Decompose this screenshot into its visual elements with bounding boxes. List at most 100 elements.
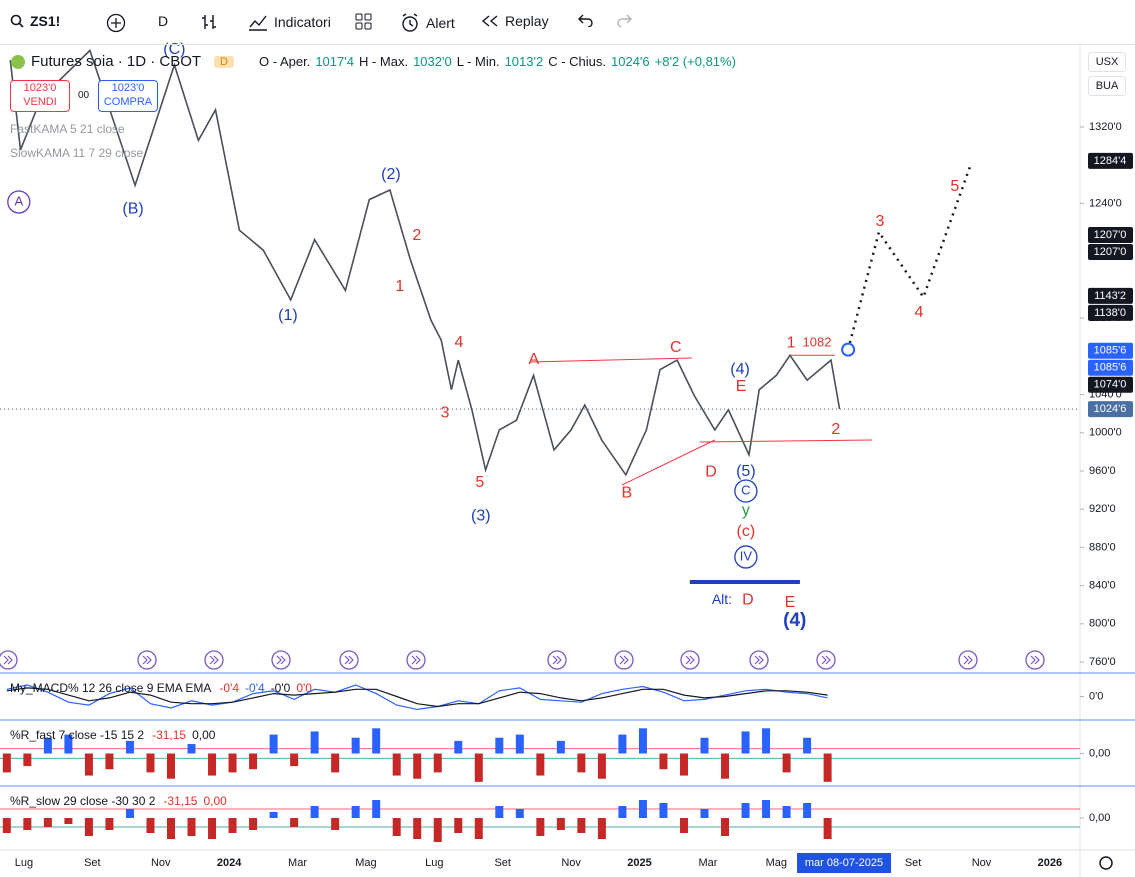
price-axis-bg: [1080, 45, 1135, 850]
price-badge-label: 1207'0: [1094, 229, 1127, 241]
histogram-bar: [166, 753, 175, 779]
histogram-bar: [721, 753, 730, 779]
x-tick-label: Nov: [972, 857, 992, 869]
indicator-readout: -31,15: [152, 728, 186, 742]
indicator-readout: -0'4: [245, 681, 265, 695]
alert-button[interactable]: Alert: [400, 13, 455, 33]
y-tick-label: 960'0: [1089, 465, 1116, 477]
histogram-bar: [803, 737, 812, 754]
undo[interactable]: [578, 13, 594, 27]
histogram-bar: [290, 818, 299, 827]
y-tick-label: 0,00: [1089, 812, 1110, 824]
price-badge: [1088, 401, 1133, 418]
histogram-bar: [146, 753, 155, 773]
price-badge-label: 1085'6: [1094, 362, 1127, 374]
price-badge: [1088, 226, 1133, 243]
buy-button[interactable]: 1023'0 COMPRA: [98, 80, 158, 112]
wave-label: 1: [395, 278, 404, 295]
indicator-readout: 0,00: [192, 728, 216, 742]
sell-price: 1023'0: [23, 82, 57, 94]
wave-label: (3): [471, 507, 491, 524]
price-badge: [1088, 243, 1133, 260]
histogram-bar: [762, 728, 771, 754]
histogram-bar: [146, 818, 155, 833]
symbol: ZS1!: [30, 13, 61, 29]
add-symbol[interactable]: [106, 13, 126, 33]
buy-label: COMPRA: [103, 96, 153, 108]
histogram-bar: [413, 753, 422, 779]
histogram-bar: [228, 818, 237, 833]
toolbar: ZS1! D Indicatori Alert Replay: [0, 0, 1135, 45]
unit[interactable]: BUA: [1088, 76, 1126, 96]
histogram-bar: [823, 818, 832, 839]
redo[interactable]: [616, 13, 632, 27]
interval[interactable]: D: [158, 13, 169, 29]
wave-label: B: [622, 484, 633, 501]
histogram-bar: [372, 800, 381, 818]
histogram-bar: [454, 818, 463, 833]
wave-label: (1): [278, 307, 298, 324]
plus-icon: [106, 13, 126, 33]
histogram-bar: [125, 809, 134, 818]
sell-button[interactable]: 1023'0 VENDI: [10, 80, 70, 112]
price-badge: [1088, 376, 1133, 393]
histogram-bar: [577, 753, 586, 773]
y-tick-label: 800'0: [1089, 618, 1116, 630]
price-badge: [1088, 342, 1133, 359]
histogram-bar: [577, 818, 586, 833]
histogram-bar: [556, 818, 565, 830]
histogram-bar: [249, 818, 258, 830]
replay-button[interactable]: Replay: [481, 13, 549, 29]
wave-label: (C): [163, 41, 185, 58]
histogram-bar: [351, 806, 360, 818]
replay-label: Replay: [505, 13, 549, 29]
histogram-bar: [166, 818, 175, 839]
wave-label: C: [670, 339, 682, 356]
histogram-bar: [269, 812, 278, 818]
drawing-line: [700, 439, 873, 443]
histogram-bar: [290, 753, 299, 767]
histogram-bar: [249, 753, 258, 770]
histogram-bar: [782, 753, 791, 773]
bars-icon: [202, 15, 216, 29]
histogram-bar: [125, 740, 134, 754]
histogram-bar: [638, 800, 647, 818]
event-icon-arrow: [619, 655, 629, 665]
histogram-bar: [64, 734, 73, 754]
wave-label: 4: [914, 304, 923, 321]
x-tick-label: Set: [84, 857, 101, 869]
cursor-date-badge: [797, 853, 892, 873]
wave-label: 3: [440, 404, 449, 421]
x-tick-label: Mar: [698, 857, 717, 869]
histogram-bar: [700, 809, 709, 818]
y-tick-label: 760'0: [1089, 656, 1116, 668]
histogram-bar: [433, 818, 442, 842]
x-tick-label: Lug: [425, 857, 443, 869]
wave-label: 1: [787, 335, 796, 352]
sell-label: VENDI: [23, 96, 57, 108]
wave-label: A: [529, 351, 540, 368]
wave-label: 5: [950, 178, 959, 195]
currency[interactable]: USX: [1088, 52, 1126, 72]
y-tick-label: 0,00: [1089, 747, 1110, 759]
indicators-button[interactable]: Indicatori: [248, 13, 331, 31]
price-badge-label: 1207'0: [1094, 246, 1127, 258]
histogram-bar: [269, 734, 278, 754]
cursor-date-label: mar 08-07-2025: [805, 857, 883, 869]
histogram-bar: [803, 803, 812, 818]
x-tick-label: Mag: [766, 857, 787, 869]
chart-type[interactable]: [200, 13, 218, 31]
layouts[interactable]: [355, 13, 373, 31]
histogram-bar: [187, 818, 196, 836]
x-tick-label: Set: [494, 857, 511, 869]
histogram-bar: [331, 818, 340, 830]
replay-icon: [481, 15, 498, 27]
wave-label: D: [705, 464, 717, 481]
symbol-search[interactable]: ZS1!: [10, 13, 60, 29]
overlay-label: FastKAMA 5 21 close: [10, 122, 125, 136]
histogram-bar: [597, 818, 606, 839]
wave-label: y: [742, 502, 750, 519]
histogram-bar: [679, 753, 688, 776]
event-icon-arrow: [754, 655, 764, 665]
